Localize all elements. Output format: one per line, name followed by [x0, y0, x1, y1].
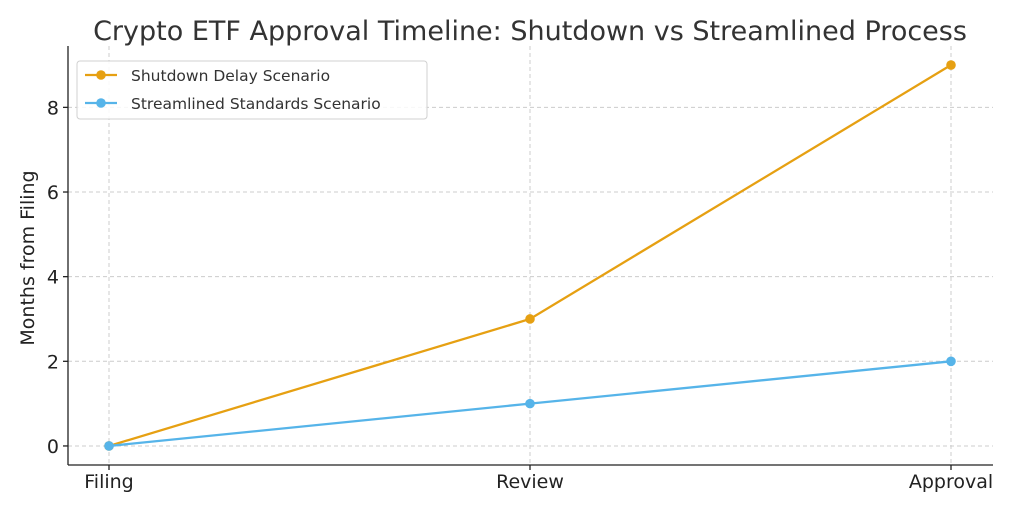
data-point [525, 314, 535, 324]
y-tick-label: 0 [47, 436, 59, 458]
y-tick-label: 4 [47, 267, 59, 289]
data-point [104, 441, 114, 451]
y-tick-label: 8 [47, 97, 59, 119]
series-2 [104, 356, 956, 451]
legend-item: Shutdown Delay Scenario [85, 67, 330, 85]
y-tick-label: 6 [47, 182, 59, 204]
series [104, 60, 956, 451]
x-tick-label: Filing [84, 471, 134, 493]
legend-box [76, 60, 428, 120]
x-tick-label: Review [496, 471, 564, 493]
legend-swatch-marker [96, 70, 106, 80]
x-tick-label: Approval [909, 471, 993, 493]
chart-title: Crypto ETF Approval Timeline: Shutdown v… [93, 16, 967, 47]
data-point [946, 356, 956, 367]
series-line [108, 64, 952, 448]
data-point [946, 60, 956, 70]
data-point [525, 398, 535, 409]
legend-swatch-marker [96, 98, 106, 108]
legend-label: Streamlined Standards Scenario [131, 95, 381, 113]
legend-item: Streamlined Standards Scenario [85, 95, 381, 113]
y-axis-label: Months from Filing [17, 170, 39, 345]
y-tick-label: 2 [47, 351, 59, 373]
tick-labels: 0 2 4 6 8 Filing Review Approval [47, 97, 993, 493]
legend-label: Shutdown Delay Scenario [131, 67, 330, 85]
legend: Shutdown Delay Scenario Streamlined Stand… [76, 60, 428, 120]
axes [63, 46, 993, 470]
